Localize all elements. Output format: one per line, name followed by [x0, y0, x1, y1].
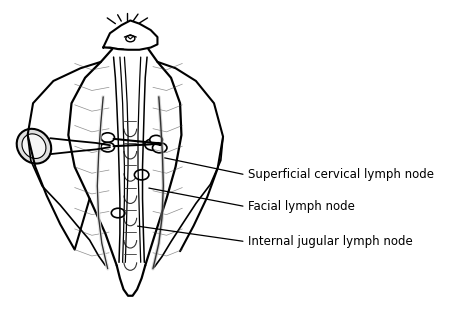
- Circle shape: [153, 143, 167, 153]
- Text: Facial lymph node: Facial lymph node: [248, 200, 355, 213]
- Ellipse shape: [22, 134, 46, 159]
- Ellipse shape: [17, 129, 51, 163]
- Text: Superficial cervical lymph node: Superficial cervical lymph node: [248, 168, 434, 181]
- Circle shape: [135, 170, 149, 180]
- Text: Internal jugular lymph node: Internal jugular lymph node: [248, 235, 413, 248]
- Circle shape: [145, 139, 161, 150]
- Circle shape: [111, 208, 125, 218]
- Circle shape: [150, 135, 163, 144]
